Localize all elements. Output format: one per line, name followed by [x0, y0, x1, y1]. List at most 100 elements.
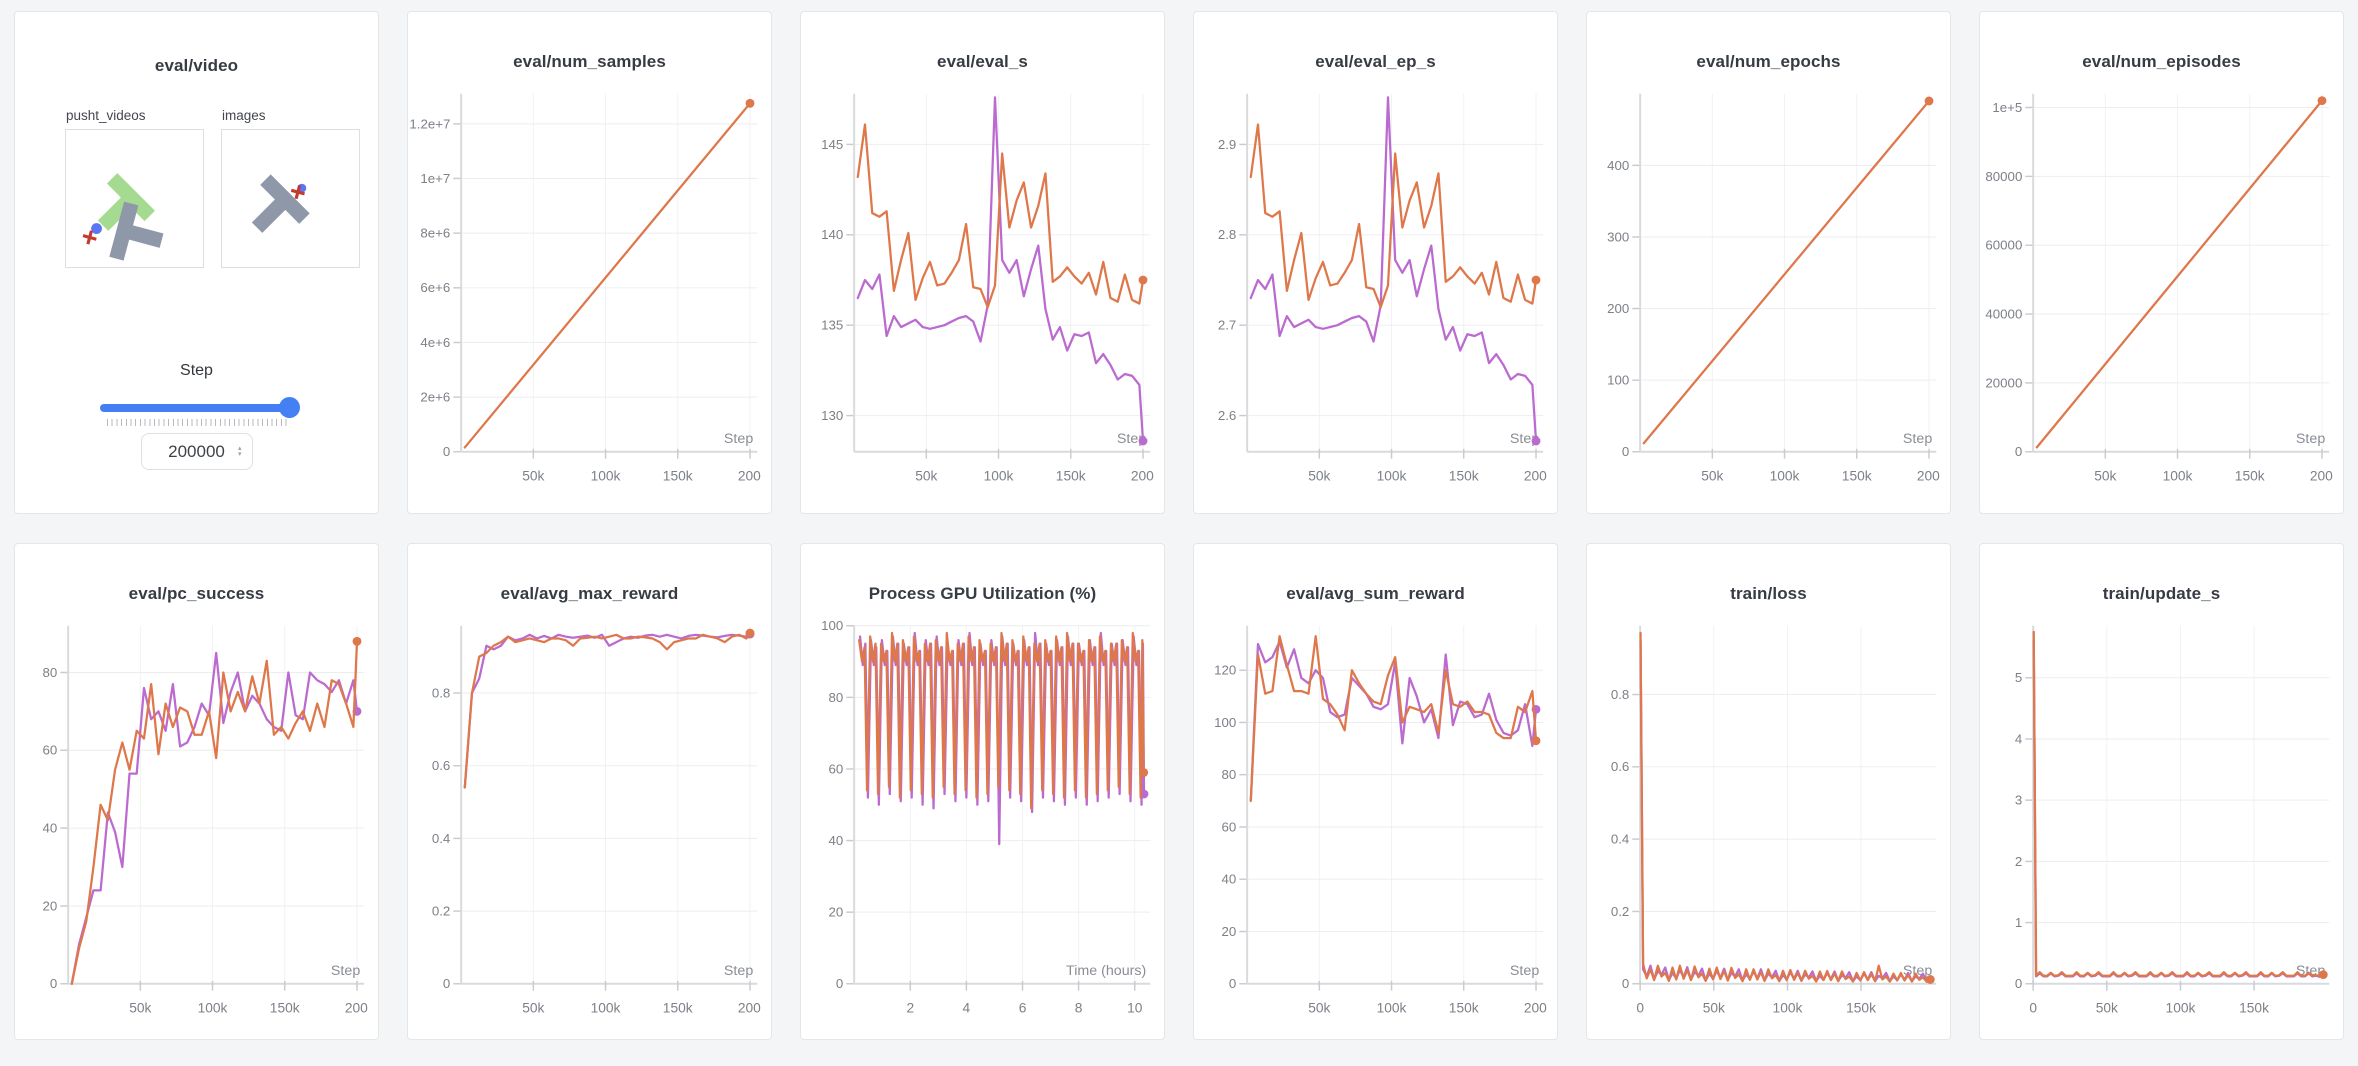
chart-eval-avg-sum-reward[interactable]: eval/avg_sum_reward 0 20 40 60 80 100 120 50k 10…: [1194, 544, 1557, 1029]
svg-text:135: 135: [821, 318, 843, 333]
svg-text:Step: Step: [724, 431, 753, 447]
panel-title: eval/avg_max_reward: [500, 584, 679, 603]
panel-title: eval/video: [154, 56, 239, 75]
panel-title: eval/num_samples: [513, 52, 666, 71]
panel-eval-eval-s: eval/eval_s 130 135 140 145 50k 100k 150k 200 St…: [800, 11, 1165, 514]
pusht-image-icon: [251, 174, 310, 233]
image-thumbnail[interactable]: [221, 129, 360, 268]
chart-canvas[interactable]: 0 20000 40000 60000 80000 1e+5 50k 100k 150k 200 S…: [1982, 80, 2341, 497]
panel-title: eval/avg_sum_reward: [1286, 584, 1465, 603]
svg-text:0: 0: [443, 444, 450, 459]
slider-track[interactable]: [100, 404, 296, 412]
chart-canvas[interactable]: 0 20 40 60 80 100 2 4 6 8 10 Time (hours): [803, 612, 1162, 1029]
chart-train-update-s[interactable]: train/update_s 0 1 2 3 4 5 0 50k 100k 150k Step: [1980, 544, 2343, 1029]
svg-text:60: 60: [43, 743, 58, 758]
svg-text:0.8: 0.8: [1611, 687, 1629, 702]
svg-text:120: 120: [1214, 663, 1236, 678]
object-tee-icon: [109, 201, 164, 261]
svg-text:0.4: 0.4: [432, 831, 450, 846]
media-item-images: images: [221, 108, 360, 268]
panel-title: train/update_s: [2102, 584, 2221, 603]
video-thumbnail-pusht[interactable]: [65, 129, 204, 268]
svg-text:4: 4: [963, 1000, 971, 1015]
chart-eval-num-epochs[interactable]: eval/num_epochs 0 100 200 300 400 50k 100k 150k…: [1587, 12, 1950, 497]
chart-canvas[interactable]: 0 20 40 60 80 100 120 50k 100k 150k 200 Step: [1196, 612, 1555, 1029]
svg-text:150k: 150k: [1056, 468, 1086, 483]
media-key-label: images: [222, 108, 266, 123]
svg-text:100k: 100k: [2166, 1000, 2196, 1015]
panel-eval-avg-sum-reward: eval/avg_sum_reward 0 20 40 60 80 100 120 50k 10…: [1193, 543, 1558, 1040]
svg-text:0.2: 0.2: [432, 904, 450, 919]
svg-text:60000: 60000: [1985, 238, 2022, 253]
step-value-input[interactable]: 200000 ▴ ▾: [140, 433, 253, 470]
svg-text:100: 100: [1607, 373, 1629, 388]
object-tee-icon: [251, 174, 310, 233]
media-key-label: pusht_videos: [66, 108, 146, 123]
svg-text:0: 0: [2015, 976, 2022, 991]
chart-train-loss[interactable]: train/loss 0 0.2 0.4 0.6 0.8 0 50k 100k 150k Step: [1587, 544, 1950, 1029]
chart-eval-eval-s[interactable]: eval/eval_s 130 135 140 145 50k 100k 150k 200 St…: [801, 12, 1164, 497]
panel-eval-eval-ep-s: eval/eval_ep_s 2.6 2.7 2.8 2.9 50k 100k 150k 20…: [1193, 11, 1558, 514]
increment-button[interactable]: ▴: [237, 444, 242, 452]
chart-eval-eval-ep-s[interactable]: eval/eval_ep_s 2.6 2.7 2.8 2.9 50k 100k 150k 20…: [1194, 12, 1557, 497]
panel-title: eval/pc_success: [128, 584, 265, 603]
media-row: pusht_videos: [65, 108, 360, 268]
svg-text:100: 100: [821, 618, 843, 633]
svg-text:6e+6: 6e+6: [420, 280, 450, 295]
svg-text:0: 0: [1622, 976, 1629, 991]
panel-train-loss: train/loss 0 0.2 0.4 0.6 0.8 0 50k 100k 150k Step: [1586, 543, 1951, 1040]
svg-text:200: 200: [1917, 468, 1940, 483]
slider-handle[interactable]: [279, 397, 301, 418]
panel-eval-avg-max-reward: eval/avg_max_reward 0 0.2 0.4 0.6 0.8 50k 100k…: [407, 543, 772, 1040]
svg-text:150k: 150k: [2235, 468, 2265, 483]
svg-text:200: 200: [738, 468, 761, 483]
chart-canvas[interactable]: 130 135 140 145 50k 100k 150k 200 Step: [803, 80, 1162, 497]
svg-text:5: 5: [2015, 670, 2022, 685]
svg-text:0: 0: [2015, 444, 2022, 459]
svg-text:100k: 100k: [1770, 468, 1800, 483]
svg-text:200: 200: [2310, 468, 2333, 483]
svg-text:80: 80: [829, 690, 844, 705]
svg-text:0.6: 0.6: [1611, 759, 1629, 774]
svg-text:40000: 40000: [1985, 307, 2022, 322]
goal-tee-icon: [97, 173, 155, 231]
svg-text:150k: 150k: [2239, 1000, 2269, 1015]
chart-canvas[interactable]: 0 2e+6 4e+6 6e+6 8e+6 1e+7 1.2e+7 50k 100k 150k 20…: [409, 80, 769, 497]
panel-eval-num-samples: eval/num_samples 0 2e+6 4e+6 6e+6 8e+6 1e+7 1.…: [407, 11, 772, 514]
svg-text:1: 1: [2015, 915, 2022, 930]
svg-text:150k: 150k: [1449, 1000, 1479, 1015]
svg-text:145: 145: [821, 137, 843, 152]
svg-text:100: 100: [1214, 715, 1236, 730]
chart-eval-num-samples[interactable]: eval/num_samples 0 2e+6 4e+6 6e+6 8e+6 1e+7 1.…: [408, 12, 771, 497]
decrement-button[interactable]: ▾: [237, 450, 242, 458]
target-cross-icon: [290, 185, 305, 200]
chart-eval-avg-max-reward[interactable]: eval/avg_max_reward 0 0.2 0.4 0.6 0.8 50k 100k…: [408, 544, 771, 1029]
panel-eval-num-episodes: eval/num_episodes 0 20000 40000 60000 80000 1…: [1979, 11, 2344, 514]
svg-text:1e+5: 1e+5: [1992, 100, 2022, 115]
panel-train-update-s: train/update_s 0 1 2 3 4 5 0 50k 100k 150k Step: [1979, 543, 2344, 1040]
chart-eval-pc-success[interactable]: eval/pc_success 0 20 40 60 80 50k 100k 150k 200 S…: [15, 544, 378, 1029]
svg-text:50k: 50k: [2094, 468, 2116, 483]
svg-text:40: 40: [1222, 872, 1237, 887]
media-item-pusht-videos: pusht_videos: [65, 108, 204, 268]
target-cross-icon: [82, 230, 97, 245]
svg-text:60: 60: [829, 761, 844, 776]
svg-text:100k: 100k: [1773, 1000, 1803, 1015]
agent-dot-icon: [91, 223, 102, 234]
chart-eval-num-episodes[interactable]: eval/num_episodes 0 20000 40000 60000 80000 1…: [1980, 12, 2343, 497]
svg-text:0: 0: [1636, 1000, 1644, 1015]
panel-title: eval/num_episodes: [2082, 52, 2241, 71]
chart-process-gpu-utilization[interactable]: Process GPU Utilization (%) 0 20 40 60 80 100…: [801, 544, 1164, 1029]
chart-canvas[interactable]: 0 0.2 0.4 0.6 0.8 50k 100k 150k 200 Step: [410, 612, 769, 1029]
chart-canvas[interactable]: 0 100 200 300 400 50k 100k 150k 200 Step: [1589, 80, 1948, 497]
svg-text:Step: Step: [331, 963, 360, 979]
step-slider[interactable]: [100, 397, 301, 418]
svg-text:80: 80: [43, 665, 58, 680]
chart-canvas[interactable]: 2.6 2.7 2.8 2.9 50k 100k 150k 200 Step: [1196, 80, 1555, 497]
svg-text:4e+6: 4e+6: [420, 335, 450, 350]
svg-text:50k: 50k: [1703, 1000, 1725, 1015]
chart-canvas[interactable]: 0 20 40 60 80 50k 100k 150k 200 Step: [17, 612, 376, 1029]
slider-ruler: [107, 419, 289, 426]
